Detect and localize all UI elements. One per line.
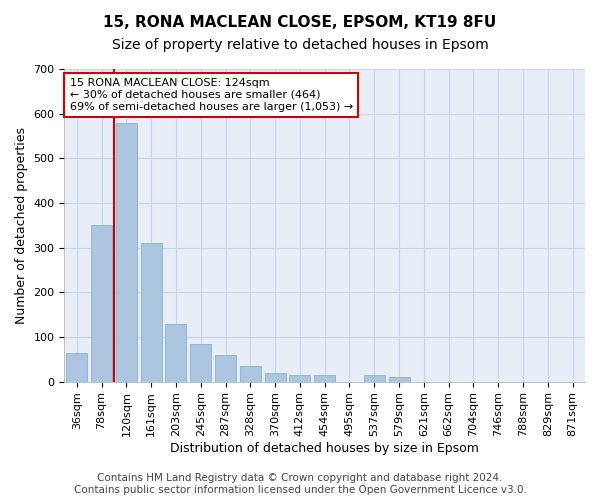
Bar	[314, 375, 335, 382]
Bar	[116, 122, 137, 382]
Text: Contains HM Land Registry data © Crown copyright and database right 2024.
Contai: Contains HM Land Registry data © Crown c…	[74, 474, 526, 495]
Bar	[265, 372, 286, 382]
Bar	[190, 344, 211, 382]
Bar	[166, 324, 187, 382]
Bar	[140, 243, 162, 382]
X-axis label: Distribution of detached houses by size in Epsom: Distribution of detached houses by size …	[170, 442, 479, 455]
Text: Size of property relative to detached houses in Epsom: Size of property relative to detached ho…	[112, 38, 488, 52]
Bar	[289, 375, 310, 382]
Bar	[389, 377, 410, 382]
Bar	[66, 352, 88, 382]
Bar	[240, 366, 261, 382]
Y-axis label: Number of detached properties: Number of detached properties	[15, 127, 28, 324]
Bar	[91, 226, 112, 382]
Bar	[364, 375, 385, 382]
Bar	[215, 355, 236, 382]
Text: 15, RONA MACLEAN CLOSE, EPSOM, KT19 8FU: 15, RONA MACLEAN CLOSE, EPSOM, KT19 8FU	[103, 15, 497, 30]
Text: 15 RONA MACLEAN CLOSE: 124sqm
← 30% of detached houses are smaller (464)
69% of : 15 RONA MACLEAN CLOSE: 124sqm ← 30% of d…	[70, 78, 353, 112]
